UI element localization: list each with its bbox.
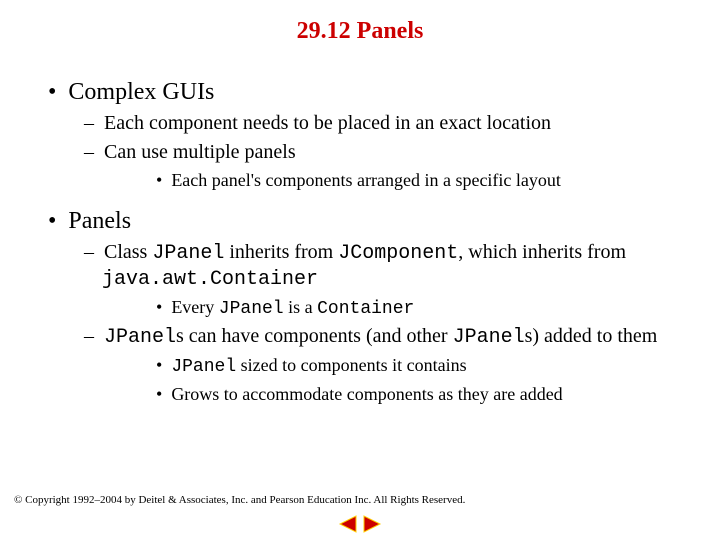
bullet-text: Each panel's components arranged in a sp… <box>156 169 672 192</box>
bullet-level-3: Each panel's components arranged in a sp… <box>156 169 672 192</box>
triangle-right-icon <box>362 514 384 534</box>
bullet-level-1: Panels Class JPanel inherits from JCompon… <box>48 206 672 406</box>
bullet-level-2: Can use multiple panels Each panel's comp… <box>84 140 672 192</box>
prev-slide-button[interactable] <box>336 515 362 532</box>
bullet-text: Each component needs to be placed in an … <box>84 111 672 136</box>
bullet-text: Grows to accommodate components as they … <box>156 383 672 406</box>
slide: 29.12 Panels Complex GUIs Each component … <box>0 0 720 540</box>
slide-content: Complex GUIs Each component needs to be p… <box>0 53 720 405</box>
bullet-list: Complex GUIs Each component needs to be p… <box>48 77 672 405</box>
bullet-text: JPanel sized to components it contains <box>156 354 672 379</box>
bullet-sublist: Each component needs to be placed in an … <box>48 111 672 192</box>
bullet-level-2: JPanels can have components (and other J… <box>84 324 672 405</box>
bullet-level-1: Complex GUIs Each component needs to be p… <box>48 77 672 192</box>
bullet-text: Every JPanel is a Container <box>156 296 672 321</box>
bullet-level-3: Grows to accommodate components as they … <box>156 383 672 406</box>
bullet-level-2: Each component needs to be placed in an … <box>84 111 672 136</box>
triangle-left-icon <box>336 514 358 534</box>
bullet-sublist: Each panel's components arranged in a sp… <box>84 169 672 192</box>
nav-controls <box>0 514 720 534</box>
bullet-text: Complex GUIs <box>48 79 214 105</box>
slide-title: 29.12 Panels <box>0 0 720 53</box>
bullet-text: Panels <box>48 208 131 234</box>
bullet-text: Can use multiple panels <box>84 140 672 165</box>
bullet-level-3: JPanel sized to components it contains <box>156 354 672 379</box>
next-slide-button[interactable] <box>362 515 384 532</box>
bullet-level-3: Every JPanel is a Container <box>156 296 672 321</box>
copyright-footer: © Copyright 1992–2004 by Deitel & Associ… <box>14 494 465 506</box>
bullet-text: Class JPanel inherits from JComponent, w… <box>84 240 672 292</box>
bullet-sublist: JPanel sized to components it contains Gr… <box>84 354 672 405</box>
bullet-text: JPanels can have components (and other J… <box>84 324 672 350</box>
bullet-sublist: Every JPanel is a Container <box>84 296 672 321</box>
bullet-level-2: Class JPanel inherits from JComponent, w… <box>84 240 672 321</box>
bullet-sublist: Class JPanel inherits from JComponent, w… <box>48 240 672 406</box>
